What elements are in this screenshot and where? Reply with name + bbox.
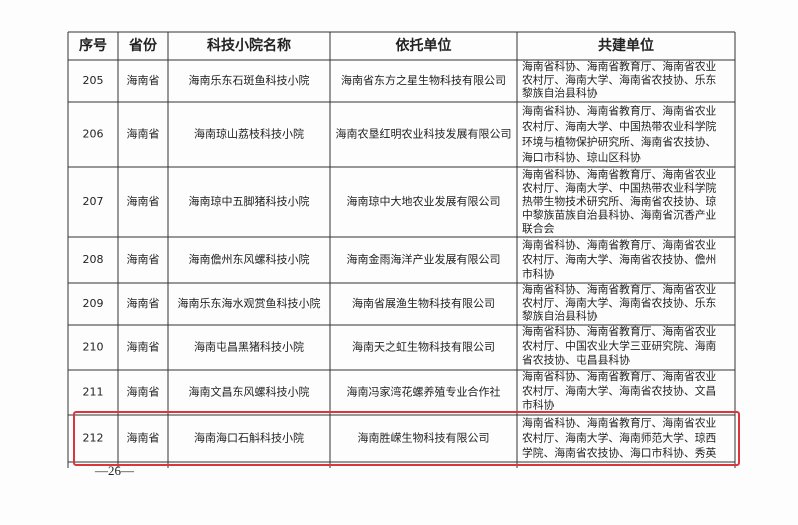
co-unit-line: 环境与植物保护研究所、海南省农技协、 <box>522 134 716 148</box>
co-unit-line: 海南省科协、海南省教育厅、海南省农业 <box>522 167 717 181</box>
co-unit-line: 农村厅、中国农业大学三亚研究院、海南 <box>522 338 717 352</box>
table-cell: 海南乐东海水观赏鱼科技小院 <box>178 296 321 310</box>
table-cell: 海南海口石斛科技小院 <box>194 431 304 445</box>
row-number: 209 <box>83 297 104 310</box>
table-cell: 海南琼山荔枝科技小院 <box>194 127 304 141</box>
table-cell: 海南屯昌黑猪科技小院 <box>194 340 304 354</box>
table-cell: 海南冯家湾花螺养殖专业合作社 <box>347 385 501 399</box>
co-unit-line: 海南省科协、海南省教育厅、海南省农业 <box>522 369 717 383</box>
co-unit-line: 海南省科协、海南省教育厅、海南省农业 <box>522 237 717 251</box>
co-unit-line: 海口市科协、琼山区科协 <box>522 150 641 164</box>
table-cell: 海南省 <box>127 431 160 445</box>
table-cell: 海南省 <box>127 385 160 399</box>
header-cell: 序号 <box>79 37 107 54</box>
row-number: 205 <box>83 74 104 87</box>
table-cell: 海南文昌东风螺科技小院 <box>189 385 310 399</box>
table-cell: 海南天之虹生物科技有限公司 <box>352 340 495 354</box>
co-unit-line: 农村厅、海南大学、海南省农技协、乐东 <box>522 295 717 309</box>
co-unit-line: 农村厅、海南大学、海南省农技协、乐东 <box>522 72 717 86</box>
co-unit-line: 黎族自治县科协 <box>522 86 598 100</box>
table-cell: 海南农垦红明农业科技发展有限公司 <box>336 127 512 141</box>
co-unit-line: 黎族自治县科协 <box>522 309 598 323</box>
row-number: 206 <box>83 128 104 141</box>
co-unit-line: 农村厅、海南大学、海南师范大学、琼西 <box>522 431 717 445</box>
header-cell: 依托单位 <box>396 37 452 54</box>
highlight-box <box>73 411 740 466</box>
co-unit-line: 农村厅、海南大学、海南省农技协、儋州 <box>522 252 716 266</box>
row-number: 210 <box>83 341 104 354</box>
co-unit-line: 市科协 <box>522 398 555 412</box>
co-unit-line: 农村厅、海南大学、中国热带农业科学院 <box>522 119 717 133</box>
co-unit-line: 中黎族苗族自治县科协、海南省沉香产业 <box>522 208 717 222</box>
row-number: 208 <box>83 253 104 266</box>
co-unit-line: 海南省科协、海南省教育厅、海南省农业 <box>522 324 717 338</box>
co-unit-line: 农村厅、海南大学、中国热带农业科学院 <box>522 180 717 194</box>
co-unit-line: 热带生物技术研究所、海南省农技协、琼 <box>522 194 717 208</box>
row-number: 207 <box>83 195 104 208</box>
table-cell: 海南金雨海洋产业发展有限公司 <box>347 252 501 266</box>
co-unit-line: 海南省科协、海南省教育厅、海南省农业 <box>522 59 717 73</box>
header-cell: 省份 <box>128 37 158 54</box>
header-cell: 科技小院名称 <box>207 37 291 54</box>
table-cell: 海南儋州东风螺科技小院 <box>189 252 310 266</box>
co-unit-line: 海南省科协、海南省教育厅、海南省农业 <box>522 416 717 430</box>
table-cell: 海南省展渔生物科技有限公司 <box>352 296 495 310</box>
table-cell: 海南琼中大地农业发展有限公司 <box>347 194 501 208</box>
table-cell: 海南省 <box>127 296 160 310</box>
table-cell: 海南省 <box>127 73 160 87</box>
page-number: —26— <box>94 463 135 478</box>
co-unit-line: 海南省科协、海南省教育厅、海南省农业 <box>522 282 717 296</box>
table-cell: 海南省 <box>127 127 160 141</box>
table-cell: 海南琼中五脚猪科技小院 <box>189 194 310 208</box>
table: 序号 省份 科技小院名称 依托单位 共建单位 205 海南省 海南乐东石斑鱼科技小院 海南省东方… <box>67 31 736 468</box>
header-cell: 共建单位 <box>598 37 654 54</box>
table-cell: 海南省 <box>127 194 160 208</box>
co-unit-line: 市科协 <box>522 267 555 281</box>
co-unit-line: 海南省科协、海南省教育厅、海南省农业 <box>522 103 717 117</box>
co-unit-line: 联合会 <box>522 221 555 235</box>
row-number: 211 <box>83 386 104 399</box>
table-cell: 海南胜嵘生物科技有限公司 <box>358 431 490 445</box>
row-number: 212 <box>83 432 104 445</box>
co-unit-line: 农村厅、海南大学、海南省农技协、文昌 <box>522 383 716 397</box>
table-cell: 海南乐东石斑鱼科技小院 <box>189 73 310 87</box>
co-unit-line: 省农技协、屯昌县科协 <box>522 353 630 367</box>
table-cell: 海南省 <box>127 340 160 354</box>
co-unit-line: 学院、海南省农技协、海口市科协、秀英 <box>522 446 717 460</box>
table-cell: 海南省东方之星生物科技有限公司 <box>341 73 506 87</box>
table-cell: 海南省 <box>127 252 160 266</box>
